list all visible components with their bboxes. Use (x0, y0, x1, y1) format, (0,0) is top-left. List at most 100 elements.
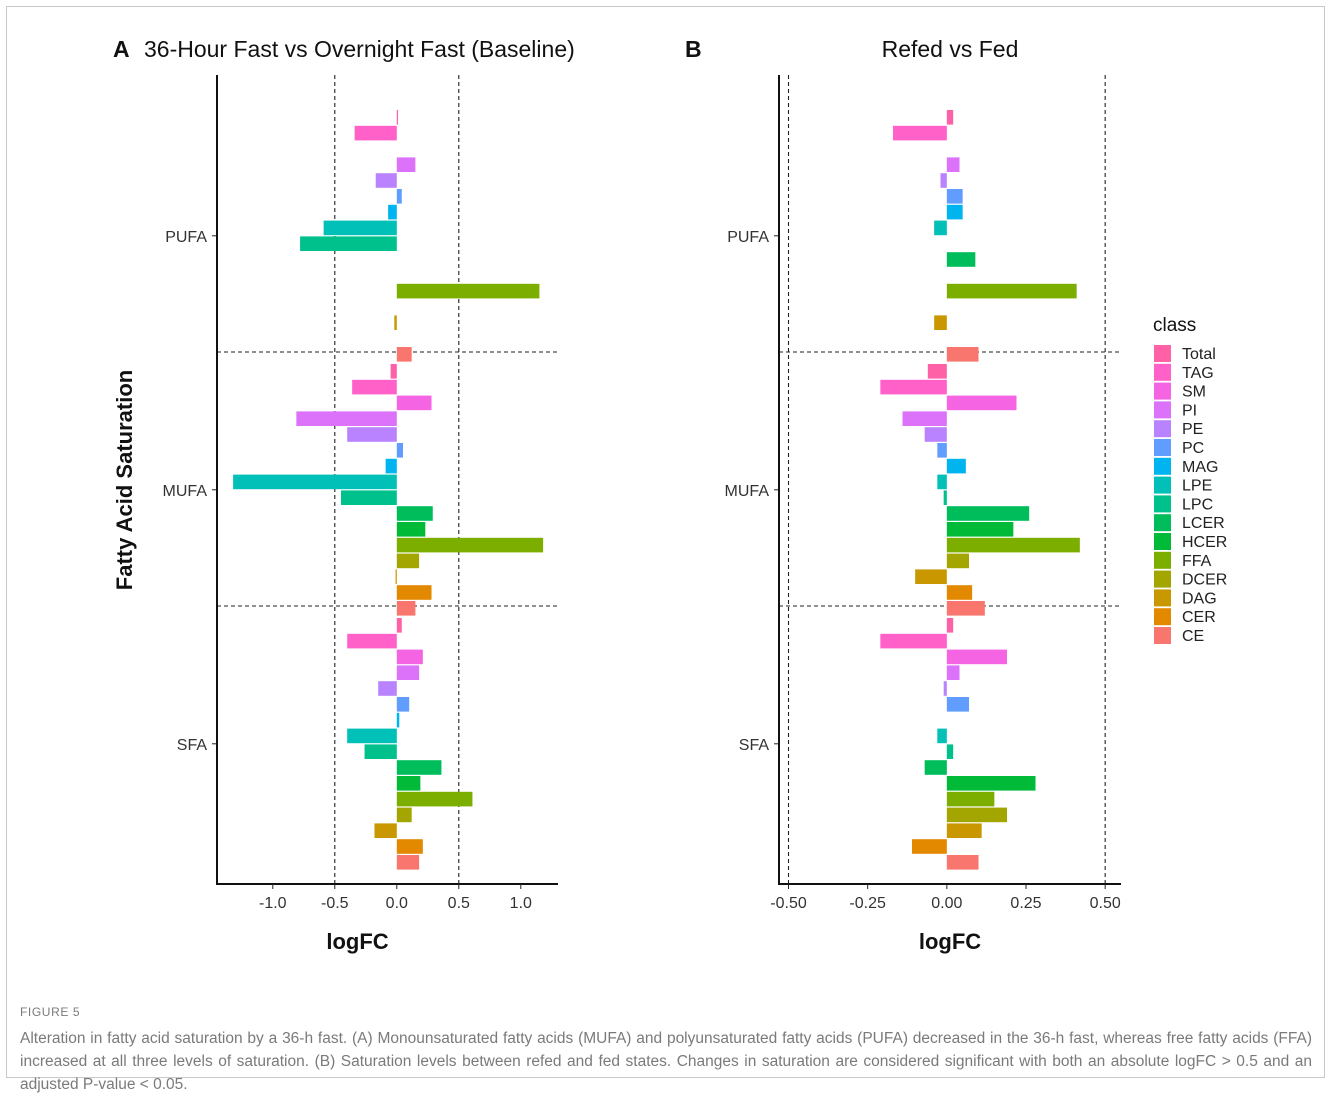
bar-b-pufa-lcer (946, 252, 976, 267)
bar-b-pufa-ffa (946, 283, 1077, 299)
bar-b-mufa-pe (924, 427, 947, 442)
legend-swatch-total (1154, 345, 1171, 362)
bar-b-sfa-hcer (946, 776, 1036, 791)
bar-a-mufa-hcer (396, 522, 426, 537)
bar-a-sfa-sm (396, 649, 423, 665)
legend-swatch-tag (1154, 363, 1171, 381)
bar-a-sfa-lpc (364, 744, 397, 759)
bar-a-mufa-mag (385, 458, 397, 474)
bar-a-mufa-pi (296, 411, 397, 426)
bar-a-sfa-mag (396, 712, 400, 728)
legend-label-pe: PE (1182, 421, 1203, 438)
bar-a-mufa-lcer (396, 506, 433, 521)
legend-label-lpe: LPE (1182, 478, 1212, 495)
bar-b-sfa-dag (946, 823, 982, 838)
bar-a-pufa-pc (396, 189, 402, 204)
bar-a-sfa-total (396, 618, 402, 633)
panel-title-b: Refed vs Fed (882, 36, 1019, 62)
bar-b-mufa-tag (880, 379, 947, 395)
bar-b-pufa-mag (946, 204, 963, 220)
bar-a-mufa-ce (396, 601, 416, 616)
bar-b-mufa-lcer (946, 506, 1030, 521)
y-tick-label-a-mufa: MUFA (163, 483, 208, 500)
bar-b-pufa-total (946, 110, 954, 125)
legend-label-mag: MAG (1182, 459, 1218, 476)
bar-a-sfa-hcer (396, 776, 421, 791)
x-tick-label-b: 0.25 (1010, 895, 1041, 912)
bar-a-mufa-cer (396, 585, 432, 600)
panel-label-b: B (685, 36, 702, 62)
bar-b-sfa-lcer (924, 760, 947, 775)
figure-label: FIGURE 5 (20, 1005, 81, 1019)
legend-swatch-ffa (1154, 551, 1171, 569)
bar-a-mufa-tag (352, 379, 397, 395)
bar-b-mufa-lpc (943, 490, 947, 505)
bar-b-pufa-lpe (934, 220, 947, 236)
legend-swatch-lpc (1154, 495, 1171, 513)
bar-b-sfa-lpc (946, 744, 954, 759)
legend-swatch-pi (1154, 401, 1171, 419)
bar-b-mufa-sm (946, 395, 1017, 411)
legend-swatch-hcer (1154, 533, 1171, 550)
bar-a-mufa-sm (396, 395, 432, 411)
legend-swatch-cer (1154, 608, 1171, 626)
bar-a-sfa-dcer (396, 807, 412, 823)
bar-a-pufa-total (396, 110, 399, 125)
bar-b-mufa-ffa (946, 537, 1080, 553)
bar-b-pufa-dag (934, 315, 947, 330)
bar-a-mufa-ffa (396, 537, 544, 553)
legend-swatch-ce (1154, 627, 1171, 644)
legend-label-total: Total (1182, 346, 1216, 363)
bar-a-pufa-ffa (396, 283, 540, 299)
legend-swatch-pe (1154, 420, 1171, 438)
panel-label-a: A (113, 36, 130, 62)
bar-b-sfa-ffa (946, 791, 995, 807)
figure-chart: Fatty Acid Saturation A 36-Hour Fast vs Ov… (112, 36, 1227, 954)
bar-b-mufa-cer (946, 585, 973, 600)
bar-b-sfa-lpe (937, 728, 947, 744)
x-tick-label-a: 1.0 (510, 895, 532, 912)
bar-b-sfa-sm (946, 649, 1007, 665)
bar-b-pufa-ce (946, 347, 979, 362)
bar-b-sfa-total (946, 618, 954, 633)
bar-a-mufa-pc (396, 443, 403, 458)
legend-label-hcer: HCER (1182, 534, 1227, 551)
bar-a-pufa-mag (388, 204, 397, 220)
y-tick-label-a-pufa: PUFA (165, 229, 207, 246)
bar-a-pufa-pi (396, 157, 416, 172)
bar-b-mufa-pi (902, 411, 947, 426)
x-tick-label-b: 0.00 (931, 895, 962, 912)
legend-swatch-dcer (1154, 570, 1171, 588)
legend-label-lcer: LCER (1182, 515, 1225, 532)
legend-swatch-sm (1154, 382, 1171, 400)
bar-a-sfa-pi (396, 665, 420, 680)
legend-title: class (1153, 315, 1196, 336)
x-tick-label-b: -0.50 (770, 895, 807, 912)
bar-a-pufa-lpc (300, 236, 397, 251)
bar-a-sfa-ce (396, 855, 420, 870)
bar-a-mufa-lpe (233, 474, 397, 490)
legend-label-lpc: LPC (1182, 496, 1213, 513)
bar-a-sfa-dag (374, 823, 397, 838)
x-tick-label-a: 0.5 (448, 895, 470, 912)
bar-a-sfa-lcer (396, 760, 442, 775)
legend-label-tag: TAG (1182, 365, 1214, 382)
bar-b-pufa-pi (946, 157, 960, 172)
bar-b-mufa-hcer (946, 522, 1014, 537)
bar-b-sfa-dcer (946, 807, 1007, 823)
panel-title-a: 36-Hour Fast vs Overnight Fast (Baseline… (144, 36, 575, 62)
bar-b-mufa-dcer (946, 553, 969, 569)
bar-b-sfa-ce (946, 855, 979, 870)
bar-b-sfa-pi (946, 665, 960, 680)
figure-frame (6, 6, 1325, 1078)
y-axis-title: Fatty Acid Saturation (112, 370, 137, 590)
bar-a-pufa-dag (394, 315, 397, 330)
bar-a-mufa-dag (395, 569, 397, 584)
bar-b-mufa-mag (946, 458, 966, 474)
caption-text: Alteration in fatty acid saturation by a… (20, 1030, 1312, 1093)
legend-swatch-lpe (1154, 476, 1171, 494)
y-tick-label-b-mufa: MUFA (725, 483, 770, 500)
bar-a-mufa-total (390, 364, 397, 379)
bar-a-pufa-pe (375, 173, 397, 188)
bar-b-mufa-total (927, 364, 947, 379)
